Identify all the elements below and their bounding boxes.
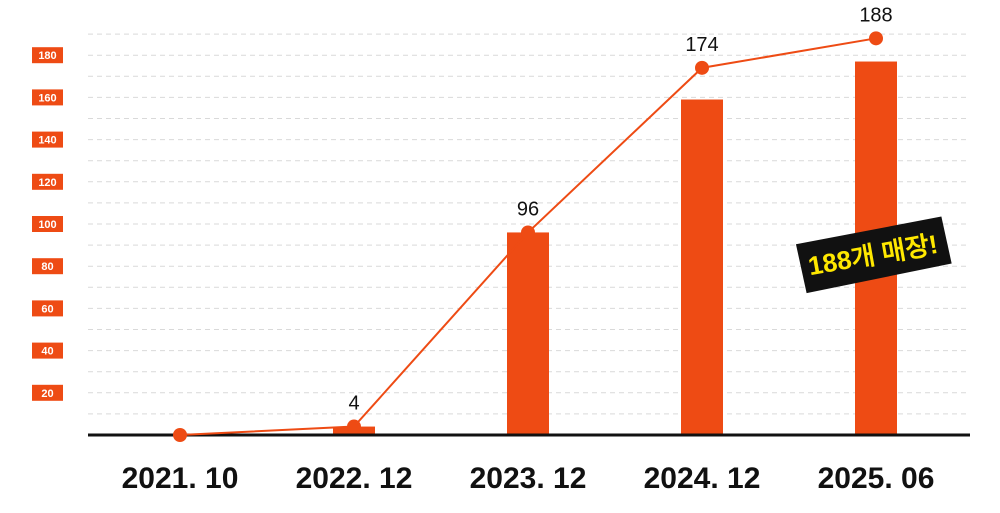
y-tick-box bbox=[32, 89, 63, 106]
y-tick-label: 120 bbox=[38, 177, 56, 189]
x-axis-label: 2025. 06 bbox=[818, 462, 935, 495]
y-tick-label: 140 bbox=[38, 135, 56, 147]
trend-point bbox=[869, 31, 883, 46]
y-tick-box bbox=[32, 131, 63, 148]
x-axis-label: 2024. 12 bbox=[644, 462, 761, 495]
data-label: 96 bbox=[517, 198, 539, 220]
y-tick-box bbox=[32, 216, 63, 232]
y-tick-label: 60 bbox=[41, 303, 53, 315]
y-tick-box bbox=[32, 173, 63, 190]
trend-point bbox=[347, 419, 361, 434]
x-axis-label: 2021. 10 bbox=[122, 462, 239, 495]
y-tick-box bbox=[32, 47, 63, 64]
y-tick-box bbox=[32, 300, 63, 317]
x-axis-label: 2023. 12 bbox=[470, 462, 587, 495]
y-tick-label: 20 bbox=[41, 388, 53, 400]
badge-background bbox=[795, 216, 952, 294]
y-tick-label: 100 bbox=[38, 219, 56, 231]
y-tick-box bbox=[32, 384, 63, 401]
data-labels: 4 96 174 188 bbox=[348, 4, 892, 414]
x-axis-labels: 2021. 10 2022. 12 2023. 12 2024. 12 2025. 06 bbox=[122, 462, 935, 495]
trend-point bbox=[695, 60, 709, 75]
y-tick-label: 160 bbox=[38, 92, 56, 104]
trend-line bbox=[173, 31, 883, 442]
y-tick-label: 180 bbox=[38, 50, 56, 62]
trend-point bbox=[173, 428, 187, 442]
data-label: 4 bbox=[348, 393, 359, 415]
y-tick-label: 40 bbox=[41, 346, 53, 358]
y-tick-box bbox=[32, 258, 63, 275]
data-label: 188 bbox=[859, 4, 892, 26]
y-tick-label: 80 bbox=[41, 261, 53, 273]
bar bbox=[507, 232, 549, 435]
data-label: 174 bbox=[685, 34, 718, 56]
y-axis-ticks: 20 40 60 80 100 120 140 160 180 bbox=[32, 47, 63, 401]
y-tick-box bbox=[32, 342, 63, 359]
trend-point bbox=[521, 225, 535, 240]
x-axis-label: 2022. 12 bbox=[296, 462, 413, 495]
bar bbox=[681, 99, 723, 435]
